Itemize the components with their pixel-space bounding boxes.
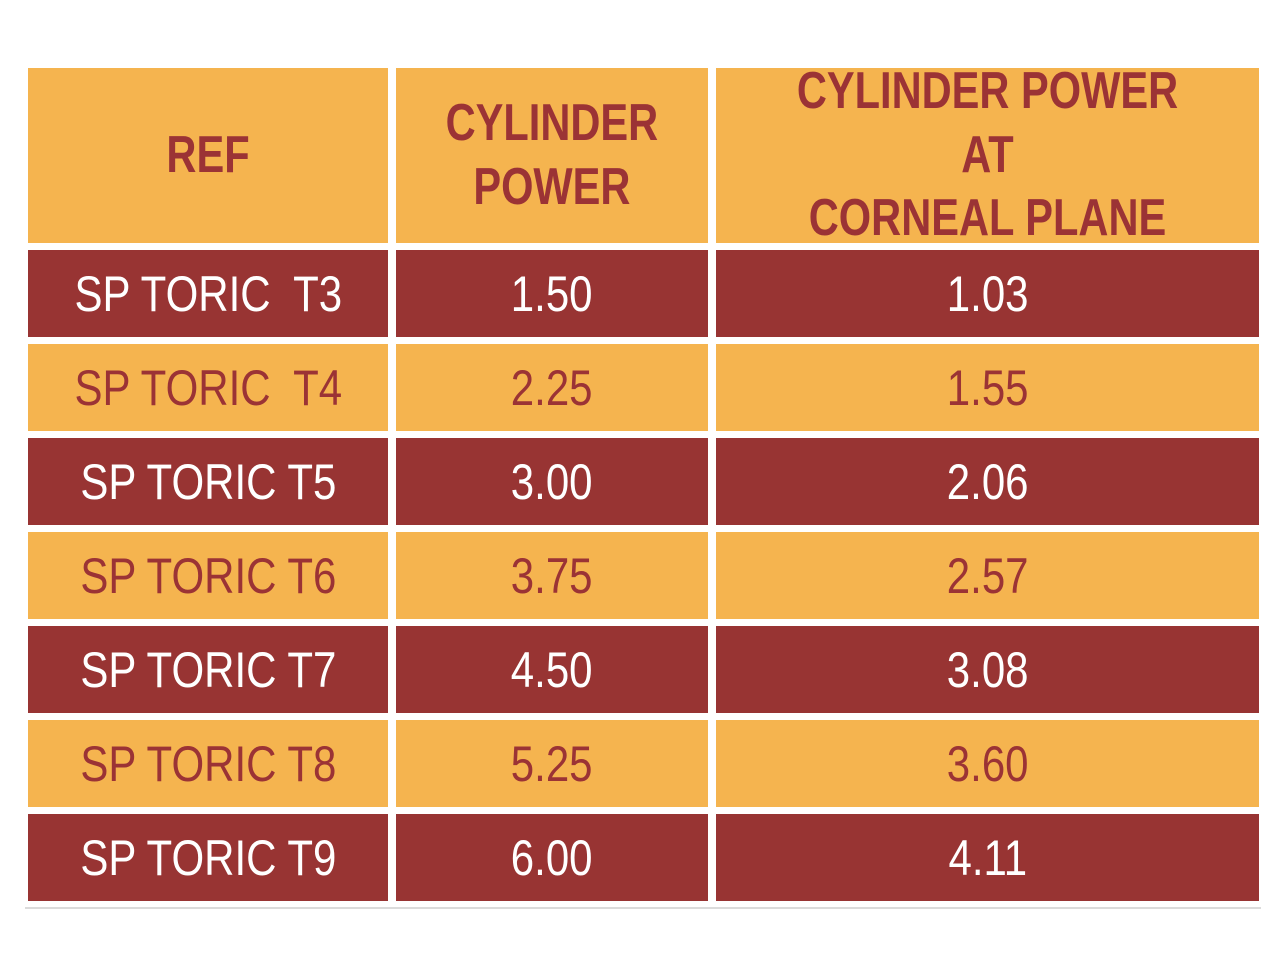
corneal-plane-value: 2.57 [946,547,1029,604]
corneal-plane-value: 1.55 [946,359,1029,416]
corneal-plane-value: 4.11 [948,829,1027,886]
cylinder-power-value: 2.25 [511,359,593,416]
cylinder-power-value: 4.50 [511,641,593,698]
table-row-cell-ref: SP TORIC T8 [28,720,388,807]
table-row-cell-ref: SP TORIC T7 [28,626,388,713]
table-row-cell-ref: SP TORIC T6 [28,532,388,619]
table-row-cell-cylinder-power: 6.00 [396,814,708,901]
table-row-cell-ref: SP TORIC T5 [28,438,388,525]
header-label-ref: REF [166,125,250,184]
table-row-cell-cylinder-power: 5.25 [396,720,708,807]
table-row-cell-corneal-plane: 3.60 [716,720,1259,807]
table-row-cell-ref: SP TORIC T9 [28,814,388,901]
cylinder-power-value: 6.00 [511,829,593,886]
table-row-cell-ref: SP TORIC T3 [28,250,388,337]
ref-value: SP TORIC T4 [74,359,342,416]
table-row-cell-corneal-plane: 3.08 [716,626,1259,713]
header-cell-ref: REF [28,68,388,243]
table-row-cell-cylinder-power: 2.25 [396,344,708,431]
table-row-cell-corneal-plane: 1.55 [716,344,1259,431]
cylinder-power-value: 5.25 [511,735,593,792]
corneal-plane-value: 3.60 [946,735,1029,792]
table-row-cell-cylinder-power: 4.50 [396,626,708,713]
toric-power-table: REF CYLINDER POWER CYLINDER POWER AT COR… [28,68,1259,901]
table-row-cell-cylinder-power: 3.75 [396,532,708,619]
table-row-cell-corneal-plane: 2.57 [716,532,1259,619]
cylinder-power-value: 3.75 [511,547,593,604]
corneal-plane-value: 2.06 [946,453,1029,510]
ref-value: SP TORIC T8 [79,735,336,792]
header-cell-corneal-plane: CYLINDER POWER AT CORNEAL PLANE [716,68,1259,243]
header-label-cylinder-power: CYLINDER POWER [445,94,659,216]
table-row-cell-corneal-plane: 2.06 [716,438,1259,525]
ref-value: SP TORIC T3 [74,265,342,322]
header-label-corneal-plane: CYLINDER POWER AT CORNEAL PLANE [796,68,1179,243]
ref-value: SP TORIC T7 [79,641,336,698]
table-row-cell-ref: SP TORIC T4 [28,344,388,431]
corneal-plane-value: 3.08 [946,641,1029,698]
ref-value: SP TORIC T9 [79,829,336,886]
cylinder-power-value: 1.50 [511,265,593,322]
table-row-cell-cylinder-power: 3.00 [396,438,708,525]
corneal-plane-value: 1.03 [946,265,1029,322]
cylinder-power-value: 3.00 [511,453,593,510]
ref-value: SP TORIC T6 [79,547,336,604]
table-row-cell-cylinder-power: 1.50 [396,250,708,337]
ref-value: SP TORIC T5 [79,453,336,510]
table-row-cell-corneal-plane: 4.11 [716,814,1259,901]
bottom-divider-line [25,907,1261,909]
table-row-cell-corneal-plane: 1.03 [716,250,1259,337]
header-cell-cylinder-power: CYLINDER POWER [396,68,708,243]
